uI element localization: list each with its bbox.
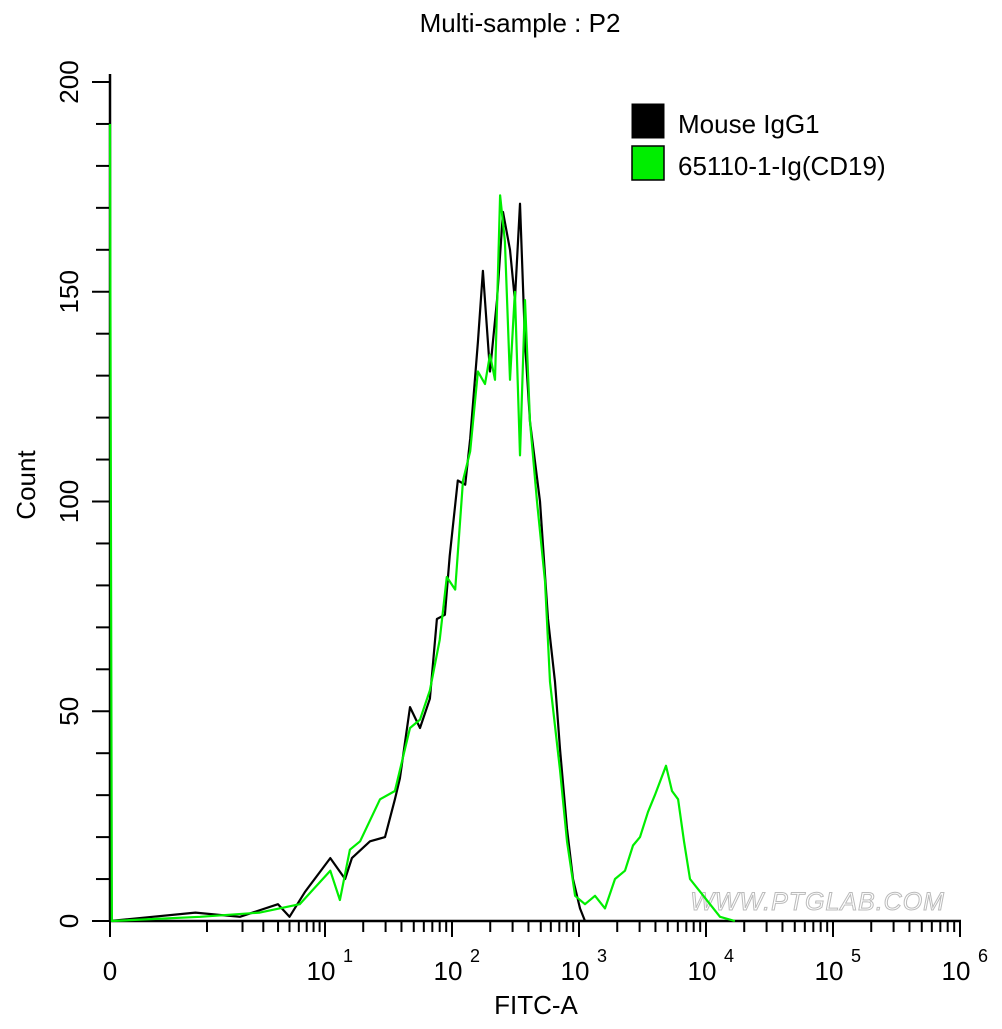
- y-tick-label: 100: [54, 480, 84, 523]
- x-tick-label: 10: [307, 956, 336, 986]
- x-axis-label: FITC-A: [494, 990, 578, 1020]
- x-tick-label: 10: [688, 956, 717, 986]
- x-tick-exponent: 6: [978, 946, 988, 966]
- y-tick-label: 50: [54, 697, 84, 726]
- series-line-cd19: [108, 123, 736, 923]
- series-group: [108, 123, 736, 923]
- legend-swatch-cd19: [631, 145, 665, 181]
- legend-label-mouse-igg1: Mouse IgG1: [678, 109, 820, 139]
- y-tick-label: 200: [54, 60, 84, 103]
- y-tick-label: 0: [54, 914, 84, 928]
- x-tick-exponent: 3: [597, 946, 607, 966]
- y-axis-label: Count: [11, 450, 41, 520]
- legend-label-cd19: 65110-1-Ig(CD19): [678, 151, 886, 181]
- x-tick-label: 0: [103, 956, 117, 986]
- x-tick-label: 10: [942, 956, 971, 986]
- x-tick-exponent: 1: [343, 946, 353, 966]
- watermark: WWW.PTGLAB.COM: [690, 888, 945, 916]
- y-axis: 0 50 100 150 200: [54, 60, 112, 928]
- chart-title: Multi-sample : P2: [420, 8, 621, 38]
- legend-swatch-mouse-igg1: [631, 103, 665, 139]
- legend: Mouse IgG1 65110-1-Ig(CD19): [631, 103, 886, 181]
- x-tick-exponent: 2: [470, 946, 480, 966]
- x-tick-exponent: 4: [724, 946, 734, 966]
- x-tick-label: 10: [561, 956, 590, 986]
- x-tick-exponent: 5: [851, 946, 861, 966]
- x-tick-label: 10: [815, 956, 844, 986]
- x-axis: 0 10 1 10 2 10 3 10 4 10 5 10 6: [103, 919, 988, 986]
- y-tick-label: 150: [54, 270, 84, 313]
- x-tick-label: 10: [434, 956, 463, 986]
